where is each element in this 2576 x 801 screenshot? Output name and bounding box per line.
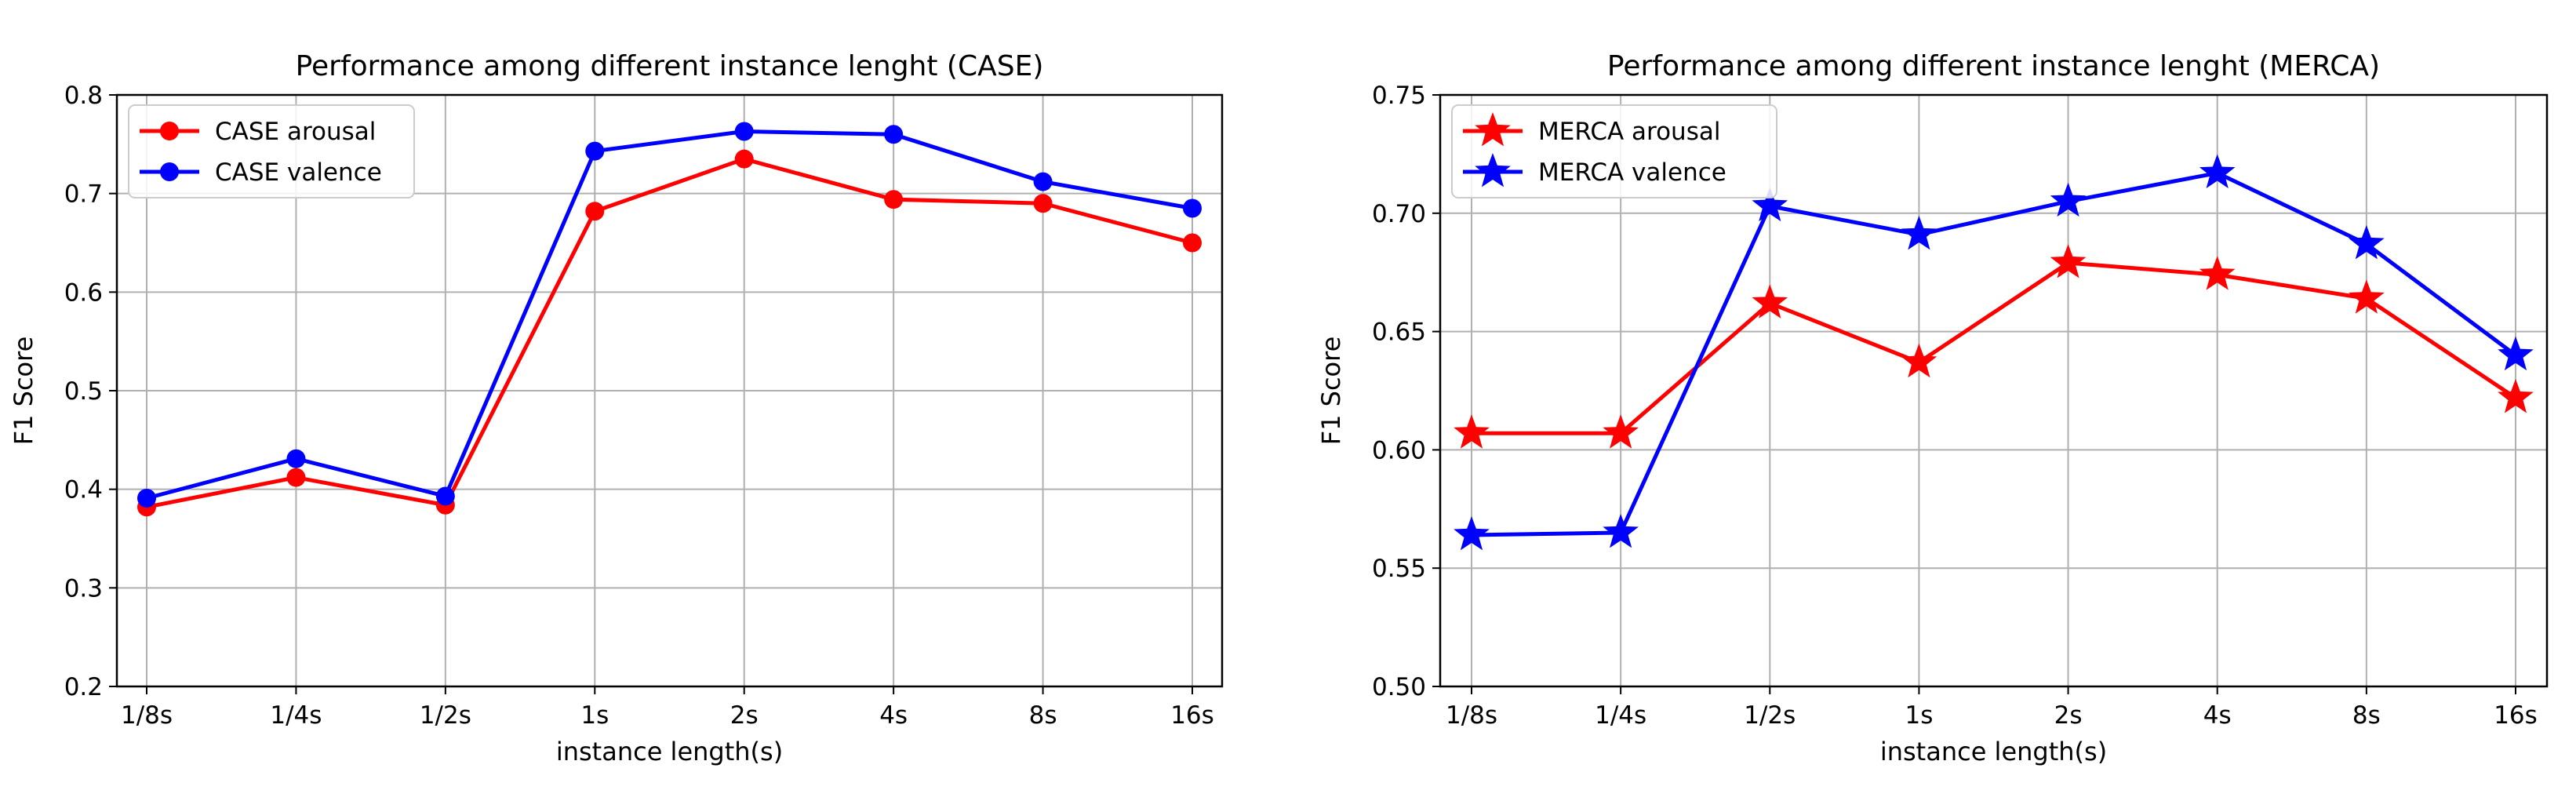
x-tick-label: 1/8s — [1446, 701, 1497, 730]
y-tick-label: 0.60 — [1372, 436, 1426, 464]
legend: CASE arousal CASE valence — [128, 104, 415, 198]
y-tick-label: 0.5 — [64, 377, 103, 406]
x-tick-label: 1s — [1905, 701, 1933, 730]
series-case-valence — [137, 122, 1202, 508]
legend-label: MERCA valence — [1538, 158, 1726, 187]
data-point — [1901, 215, 1937, 250]
data-point — [2349, 225, 2385, 260]
data-point — [2498, 336, 2534, 371]
x-tick-label: 2s — [730, 701, 759, 730]
data-point — [734, 149, 754, 169]
legend-label: CASE valence — [215, 158, 382, 187]
y-tick-label: 0.3 — [64, 574, 103, 603]
legend-label: CASE arousal — [215, 118, 376, 146]
series-line — [1471, 171, 2517, 537]
legend-star-marker — [1475, 112, 1511, 147]
y-tick-label: 0.55 — [1372, 555, 1426, 583]
data-point — [1454, 414, 1490, 449]
data-point — [1603, 414, 1639, 449]
data-point — [435, 486, 455, 506]
x-axis-label: instance length(s) — [556, 737, 783, 766]
x-tick-label: 1/2s — [1744, 701, 1796, 730]
data-point — [1454, 515, 1490, 551]
plot-frame — [115, 93, 1224, 688]
data-point — [734, 122, 754, 141]
x-tick-label: 4s — [2203, 701, 2232, 730]
y-tick-label: 0.70 — [1372, 200, 1426, 228]
x-tick-label: 16s — [2494, 701, 2538, 730]
legend-circle-marker — [160, 162, 179, 181]
legend-box — [128, 104, 415, 198]
series-merca-valence — [1454, 154, 2534, 551]
y-tick-label: 0.65 — [1372, 319, 1426, 347]
data-point — [2498, 379, 2534, 413]
legend-star-marker — [1475, 153, 1511, 188]
x-tick-label: 4s — [879, 701, 908, 730]
data-point — [884, 125, 904, 144]
x-tick-label: 16s — [1170, 701, 1214, 730]
y-tick-label: 0.7 — [64, 180, 103, 209]
x-tick-label: 8s — [2352, 701, 2381, 730]
chart-title: Performance among different instance len… — [296, 50, 1044, 82]
data-point — [1183, 233, 1202, 253]
data-point — [137, 488, 156, 508]
series-line — [146, 129, 1193, 501]
data-point — [1752, 284, 1788, 319]
data-point — [2199, 154, 2236, 188]
chart-title: Performance among different instance len… — [1607, 50, 2380, 82]
data-point — [2050, 182, 2087, 217]
y-tick-label: 0.2 — [64, 673, 103, 701]
chart-1: 1/8s 1/4s 1/2s 1s 2s 4s 8s 16s 0.2 0.3 0.4 0.5 0.6 0.… — [9, 50, 1224, 766]
data-point — [1603, 513, 1639, 548]
data-point — [585, 141, 605, 161]
series-line — [1472, 260, 2517, 435]
data-point — [2050, 244, 2087, 279]
y-tick-label: 0.4 — [64, 476, 103, 504]
series-line — [146, 157, 1193, 509]
x-tick-label: 1/2s — [420, 701, 471, 730]
data-point — [286, 449, 306, 468]
y-tick-label: 0.8 — [64, 82, 103, 110]
series-case-arousal — [137, 149, 1202, 517]
data-point — [2199, 256, 2236, 290]
y-axis-label: F1 Score — [9, 337, 38, 446]
data-point — [585, 202, 605, 221]
y-tick-label: 0.50 — [1372, 673, 1426, 701]
data-point — [1033, 172, 1053, 191]
y-tick-label: 0.6 — [64, 279, 103, 307]
chart-2: 1/8s 1/4s 1/2s 1s 2s 4s 8s 16s 0.50 0.55 0.60 0.65 0… — [1316, 50, 2549, 766]
data-point — [1033, 194, 1053, 213]
legend-box — [1451, 104, 1777, 198]
x-tick-label: 1s — [580, 701, 609, 730]
data-point — [884, 190, 904, 209]
data-point — [1901, 343, 1937, 378]
x-tick-label: 1/8s — [121, 701, 173, 730]
x-tick-label: 1/4s — [270, 701, 322, 730]
legend-circle-marker — [160, 122, 179, 140]
x-axis-label: instance length(s) — [1880, 737, 2107, 766]
x-tick-label: 2s — [2054, 701, 2083, 730]
data-point — [1183, 198, 1202, 218]
y-tick-label: 0.75 — [1372, 82, 1426, 110]
series-merca-arousal — [1454, 244, 2534, 449]
plot-frame — [1439, 93, 2549, 688]
legend: MERCA arousal MERCA valence — [1451, 104, 1777, 198]
data-point — [2349, 279, 2385, 314]
y-axis-label: F1 Score — [1316, 337, 1346, 446]
legend-label: MERCA arousal — [1538, 118, 1720, 146]
x-tick-label: 1/4s — [1595, 701, 1646, 730]
x-tick-label: 8s — [1029, 701, 1057, 730]
data-point — [286, 468, 306, 487]
data-point — [1752, 187, 1788, 222]
